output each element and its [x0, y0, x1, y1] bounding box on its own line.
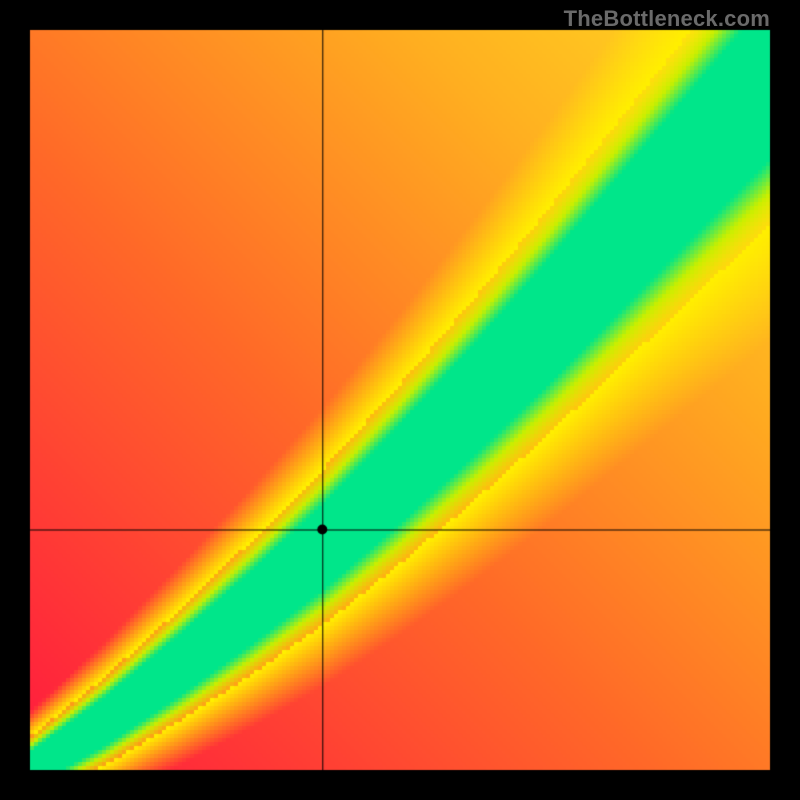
bottleneck-heatmap	[0, 0, 800, 800]
watermark-text: TheBottleneck.com	[564, 6, 770, 32]
